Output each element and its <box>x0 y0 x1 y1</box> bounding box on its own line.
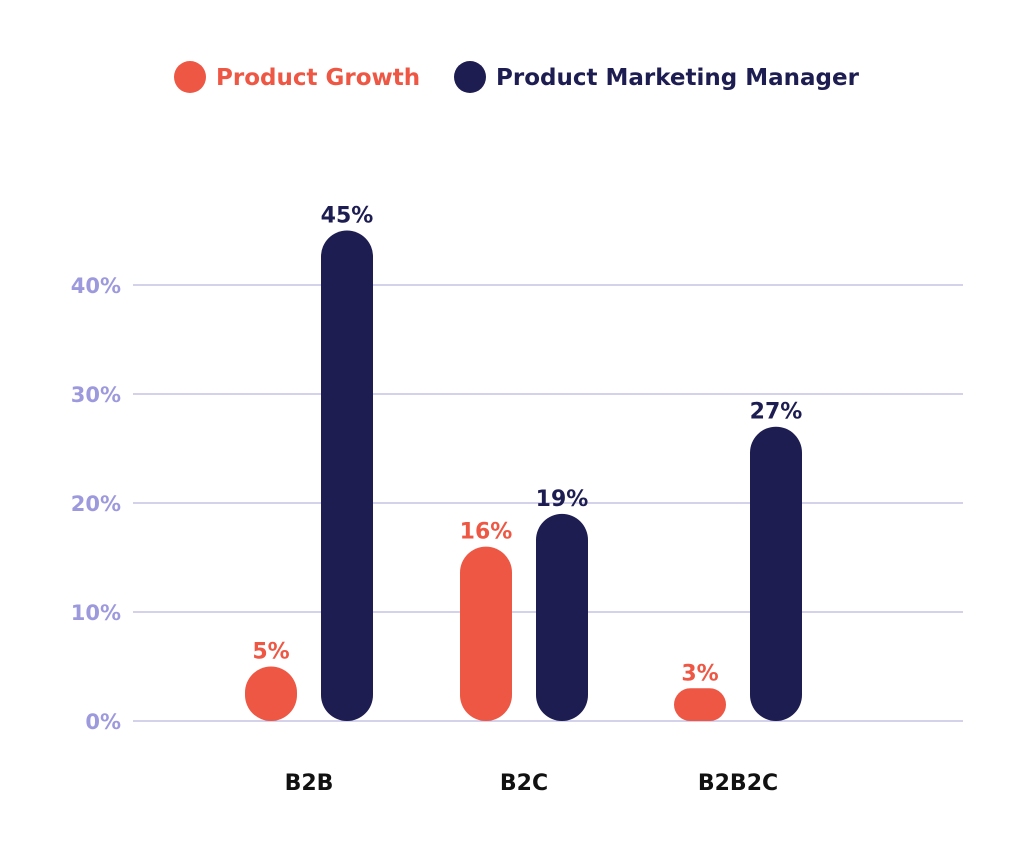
y-axis-tick-labels: 0% 10% 20% 30% 40% <box>71 274 121 734</box>
bars <box>245 230 802 721</box>
legend-label-product-marketing-manager: Product Marketing Manager <box>496 65 860 91</box>
legend-marker-product-growth <box>174 61 206 93</box>
y-tick-label: 30% <box>71 383 121 407</box>
y-tick-label: 0% <box>85 710 121 734</box>
legend-label-product-growth: Product Growth <box>216 65 420 91</box>
bar-b2c-series-2 <box>536 513 588 721</box>
legend: Product Growth Product Marketing Manager <box>174 61 860 93</box>
bar-b2b2c-series-2 <box>750 426 802 721</box>
gridlines <box>133 284 963 722</box>
bar-b2b-series-2 <box>321 230 373 721</box>
x-category-label: B2B <box>285 771 334 796</box>
data-label: 19% <box>536 487 589 512</box>
x-category-label: B2B2C <box>698 771 778 796</box>
data-label: 16% <box>460 520 513 545</box>
data-labels: 5% 16% 3% 45% 19% 27% <box>252 204 802 687</box>
data-label: 45% <box>321 204 374 229</box>
x-axis-category-labels: B2B B2C B2B2C <box>285 771 779 796</box>
y-tick-label: 10% <box>71 601 121 625</box>
y-tick-label: 40% <box>71 274 121 298</box>
y-tick-label: 20% <box>71 492 121 516</box>
data-label: 5% <box>252 640 289 665</box>
x-category-label: B2C <box>500 771 548 796</box>
data-label: 3% <box>681 661 718 686</box>
legend-marker-product-marketing-manager <box>454 61 486 93</box>
bar-b2b-series-1 <box>245 666 297 721</box>
bar-b2b2c-series-1 <box>674 688 726 721</box>
bar-b2c-series-1 <box>460 546 512 721</box>
data-label: 27% <box>750 400 803 425</box>
